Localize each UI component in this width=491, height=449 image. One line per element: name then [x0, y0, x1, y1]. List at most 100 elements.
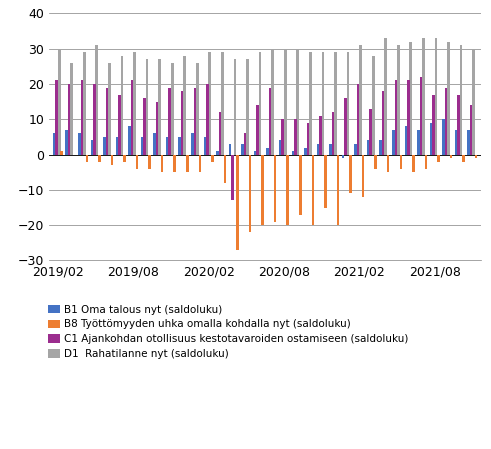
Bar	[106, 88, 108, 154]
Bar	[98, 154, 101, 162]
Bar	[261, 154, 264, 225]
Bar	[118, 95, 121, 154]
Bar	[231, 154, 234, 200]
Bar	[359, 45, 362, 154]
Bar	[294, 119, 297, 154]
Bar	[425, 154, 427, 169]
Bar	[357, 84, 359, 154]
Bar	[256, 105, 259, 154]
Bar	[171, 63, 174, 154]
Bar	[143, 98, 146, 154]
Bar	[249, 154, 251, 232]
Bar	[116, 137, 118, 154]
Bar	[244, 133, 246, 154]
Bar	[334, 52, 337, 154]
Bar	[153, 133, 156, 154]
Bar	[362, 154, 364, 197]
Bar	[93, 84, 96, 154]
Bar	[286, 154, 289, 225]
Bar	[267, 148, 269, 154]
Bar	[128, 126, 131, 154]
Bar	[322, 52, 324, 154]
Bar	[435, 38, 437, 154]
Bar	[279, 141, 281, 154]
Bar	[65, 130, 68, 154]
Bar	[95, 45, 98, 154]
Bar	[306, 123, 309, 154]
Bar	[450, 154, 452, 158]
Bar	[375, 154, 377, 169]
Bar	[272, 49, 274, 154]
Bar	[430, 123, 432, 154]
Bar	[292, 151, 294, 154]
Bar	[437, 154, 440, 162]
Bar	[457, 95, 460, 154]
Bar	[392, 130, 394, 154]
Bar	[186, 154, 189, 172]
Bar	[196, 63, 199, 154]
Bar	[382, 91, 384, 154]
Bar	[131, 80, 133, 154]
Bar	[407, 80, 409, 154]
Bar	[442, 119, 445, 154]
Bar	[173, 154, 176, 172]
Bar	[347, 52, 350, 154]
Bar	[183, 56, 186, 154]
Bar	[121, 56, 123, 154]
Bar	[254, 151, 256, 154]
Bar	[133, 52, 136, 154]
Bar	[332, 112, 334, 154]
Bar	[209, 52, 211, 154]
Bar	[312, 154, 314, 225]
Bar	[284, 49, 287, 154]
Bar	[367, 141, 369, 154]
Bar	[158, 59, 161, 154]
Bar	[317, 144, 319, 154]
Bar	[78, 133, 81, 154]
Bar	[103, 137, 106, 154]
Bar	[110, 154, 113, 165]
Bar	[224, 154, 226, 183]
Bar	[246, 59, 249, 154]
Bar	[342, 154, 344, 158]
Bar	[216, 151, 218, 154]
Bar	[55, 80, 58, 154]
Bar	[344, 98, 347, 154]
Bar	[274, 154, 276, 222]
Bar	[309, 52, 312, 154]
Bar	[146, 59, 148, 154]
Bar	[229, 144, 231, 154]
Bar	[409, 42, 412, 154]
Bar	[85, 154, 88, 162]
Bar	[304, 148, 306, 154]
Bar	[259, 52, 262, 154]
Bar	[90, 141, 93, 154]
Bar	[299, 154, 301, 215]
Bar	[417, 130, 420, 154]
Bar	[181, 91, 184, 154]
Bar	[387, 154, 389, 172]
Bar	[369, 109, 372, 154]
Bar	[58, 49, 60, 154]
Bar	[432, 95, 435, 154]
Bar	[455, 130, 457, 154]
Bar	[123, 154, 126, 162]
Bar	[234, 59, 236, 154]
Bar	[206, 84, 209, 154]
Bar	[70, 63, 73, 154]
Bar	[241, 144, 244, 154]
Bar	[372, 56, 375, 154]
Bar	[53, 133, 55, 154]
Bar	[380, 141, 382, 154]
Bar	[136, 154, 138, 169]
Bar	[218, 112, 221, 154]
Bar	[191, 133, 193, 154]
Bar	[337, 154, 339, 225]
Bar	[355, 144, 357, 154]
Bar	[281, 119, 284, 154]
Bar	[108, 63, 111, 154]
Bar	[447, 42, 450, 154]
Bar	[168, 88, 171, 154]
Bar	[405, 126, 407, 154]
Bar	[472, 49, 475, 154]
